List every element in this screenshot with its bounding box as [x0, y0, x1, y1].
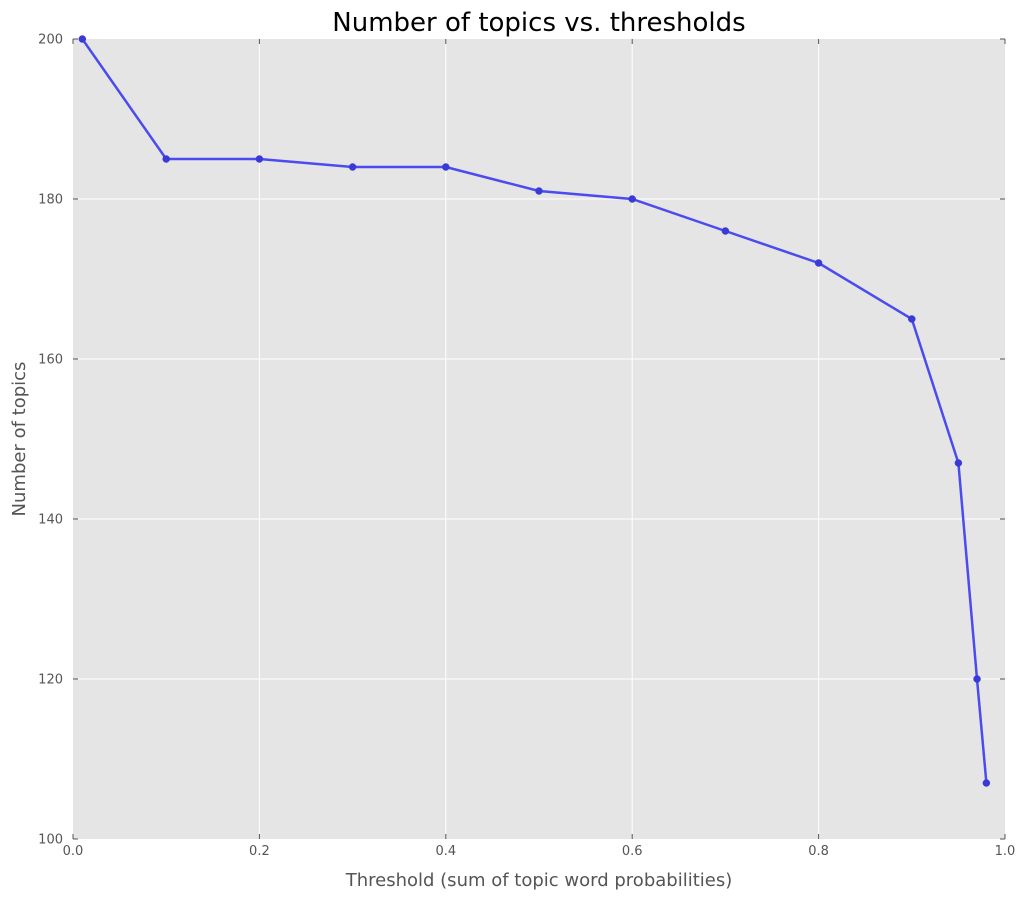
- x-tick-label: 0.0: [63, 844, 84, 859]
- data-point: [982, 779, 991, 787]
- data-point: [628, 195, 636, 203]
- y-tick-label: 200: [38, 33, 63, 48]
- series-group: [78, 35, 991, 787]
- y-tick-label: 100: [38, 833, 63, 848]
- x-tick-label: 0.8: [808, 844, 829, 859]
- data-point: [348, 163, 357, 171]
- data-point: [442, 163, 450, 171]
- data-point: [721, 227, 730, 235]
- x-tick-labels: 0.0 0.2 0.4 0.6 0.8 1.0: [63, 844, 1016, 859]
- x-tick-label: 0.6: [622, 844, 643, 859]
- x-axis-label: Threshold (sum of topic word probabiliti…: [345, 870, 733, 891]
- y-tick-label: 160: [38, 353, 63, 368]
- x-tick-label: 1.0: [995, 844, 1016, 859]
- data-point: [162, 155, 170, 163]
- grid-lines: [73, 39, 1005, 839]
- chart-title: Number of topics vs. thresholds: [332, 8, 745, 38]
- data-point: [78, 35, 87, 43]
- data-point: [255, 155, 264, 163]
- data-point: [908, 315, 916, 323]
- y-tick-label: 120: [38, 673, 63, 688]
- data-point: [954, 459, 963, 467]
- y-tick-labels: 100 120 140 160 180 200: [38, 33, 63, 848]
- data-point: [973, 675, 981, 683]
- y-tick-label: 140: [38, 513, 63, 528]
- plot-area: [73, 39, 1005, 839]
- x-tick-label: 0.2: [249, 844, 270, 859]
- y-axis-label: Number of topics: [9, 362, 30, 517]
- x-tick-label: 0.4: [435, 844, 456, 859]
- axis-ticks: [72, 38, 1006, 840]
- data-point: [535, 187, 543, 195]
- data-point: [814, 259, 823, 267]
- y-tick-label: 180: [38, 193, 63, 208]
